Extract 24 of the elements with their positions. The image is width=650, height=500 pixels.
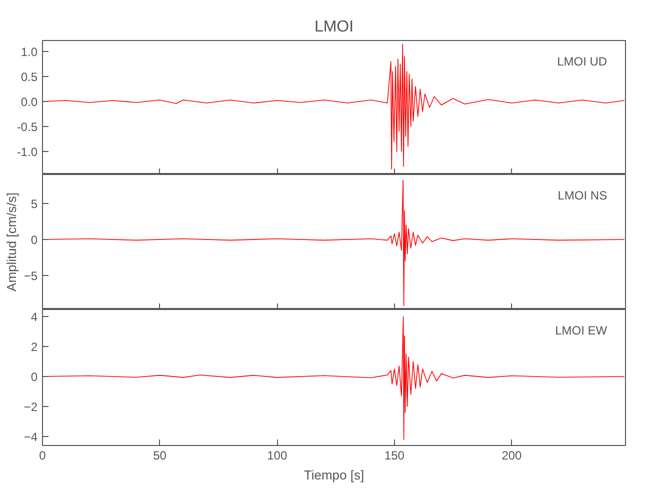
- y-tick-label: 0: [30, 232, 38, 247]
- y-tick-label: -1.0: [16, 145, 38, 159]
- y-tick-label: 4: [30, 310, 38, 324]
- x-axis-title: Tiempo [s]: [304, 468, 364, 482]
- y-axis-title: Amplitud [cm/s/s]: [4, 192, 19, 292]
- y-tick-label: 1.0: [20, 45, 38, 59]
- x-tick-label: 0: [39, 448, 46, 462]
- y-tick-label: 0.5: [20, 70, 38, 84]
- x-tick-label: 200: [502, 448, 522, 462]
- y-tick-label: 0.0: [20, 95, 38, 109]
- x-tick-label: 50: [153, 448, 167, 462]
- y-tick-label: 5: [30, 196, 38, 211]
- annotation: LMOI EW: [555, 324, 608, 338]
- y-tick-label: 0: [30, 370, 38, 384]
- annotation: LMOI NS: [558, 188, 608, 202]
- chart-title: LMOI: [314, 18, 354, 36]
- y-tick-label: 2: [30, 340, 38, 354]
- annotation: LMOI UD: [557, 54, 608, 68]
- y-tick-label: −5: [24, 269, 38, 284]
- y-tick-label: −2: [24, 400, 38, 414]
- y-tick-label: −4: [24, 430, 38, 444]
- y-tick-label: -0.5: [16, 120, 38, 134]
- x-tick-label: 100: [267, 448, 288, 462]
- x-tick-label: 150: [384, 448, 405, 462]
